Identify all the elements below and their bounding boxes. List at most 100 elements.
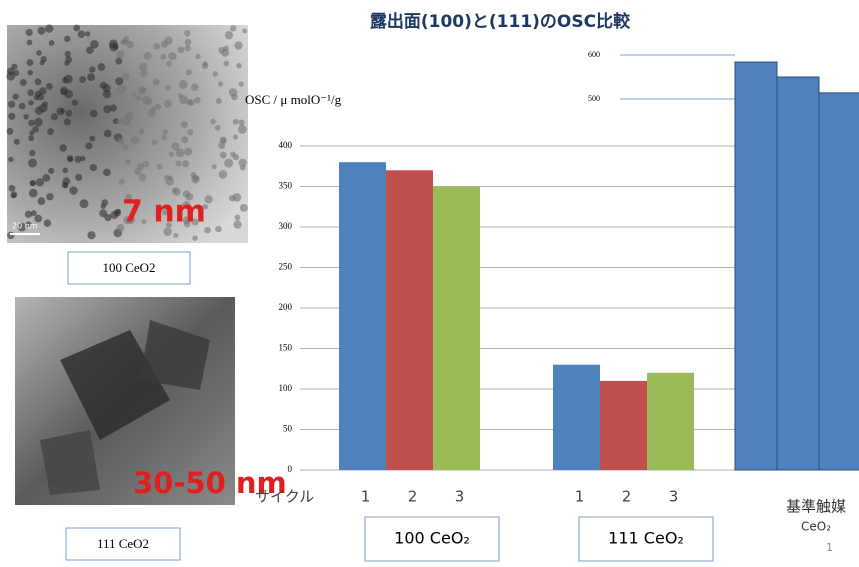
particle	[50, 113, 59, 121]
category-label: 111 CeO₂	[608, 529, 684, 548]
bar	[600, 380, 647, 470]
x-tick-label: 2	[408, 488, 418, 506]
particle	[234, 214, 241, 221]
particle	[8, 112, 16, 120]
particle	[116, 50, 125, 59]
particle	[41, 101, 48, 108]
particle	[18, 102, 26, 110]
particle	[85, 31, 91, 37]
particle	[37, 26, 46, 35]
particle	[162, 129, 169, 135]
particle	[173, 233, 179, 239]
particle	[233, 220, 242, 229]
particle	[230, 151, 236, 158]
particle	[239, 164, 246, 171]
particle	[115, 57, 123, 65]
particle	[194, 97, 201, 104]
particle	[121, 72, 130, 81]
particle	[29, 149, 36, 157]
tem-image	[6, 24, 248, 243]
particle	[178, 80, 188, 89]
particle	[48, 40, 55, 46]
particle	[30, 210, 37, 217]
particle	[19, 78, 27, 86]
particle	[218, 81, 224, 87]
particle	[237, 124, 247, 134]
y-tick-label: 50	[283, 424, 293, 434]
particle	[221, 48, 230, 57]
category-box	[578, 516, 714, 562]
particle	[172, 187, 181, 196]
particle	[34, 78, 42, 86]
particle	[48, 167, 55, 174]
x-tick-label: 1	[361, 488, 371, 506]
particle	[17, 222, 27, 232]
y-axis-label: OSC / μ molO⁻¹/g	[245, 92, 342, 107]
particle	[163, 99, 172, 108]
particle	[131, 92, 137, 98]
particle	[65, 56, 73, 64]
particle	[138, 173, 147, 182]
y-tick-label: 150	[279, 343, 293, 353]
x-tick-label: 3	[455, 488, 465, 506]
particle	[99, 209, 108, 218]
particle	[117, 118, 124, 125]
particle	[45, 82, 53, 90]
particle	[46, 193, 54, 201]
particle	[23, 114, 29, 120]
slide-title: 露出面(100)と(111)のOSC比較	[370, 11, 631, 32]
particle	[25, 28, 33, 37]
particle	[103, 168, 111, 177]
particle	[137, 163, 144, 170]
particle	[232, 192, 242, 202]
particle	[185, 192, 194, 201]
particle	[211, 164, 217, 170]
particle	[180, 121, 188, 129]
crystal	[140, 320, 210, 390]
category-label: CeO₂	[801, 520, 831, 534]
particle	[37, 197, 46, 205]
particle	[115, 208, 121, 215]
particle	[36, 50, 42, 56]
particle	[67, 156, 74, 163]
particle	[29, 180, 37, 187]
caption: 100 CeO2	[102, 260, 155, 275]
particle	[73, 24, 81, 32]
particle	[35, 178, 45, 187]
particle	[43, 219, 52, 227]
particle	[126, 40, 134, 49]
particle	[168, 52, 177, 61]
bar	[339, 162, 386, 470]
particle	[138, 128, 145, 135]
particle	[184, 38, 192, 46]
particle	[89, 66, 96, 73]
particle	[25, 221, 32, 228]
particle	[164, 36, 173, 45]
particle	[27, 89, 35, 97]
bar	[647, 372, 694, 470]
particle	[212, 71, 219, 77]
particle	[155, 103, 162, 110]
particle	[166, 60, 172, 67]
particle	[220, 151, 227, 159]
y-tick-label: 250	[279, 262, 293, 272]
page-number: 1	[826, 541, 833, 554]
crystal	[60, 330, 170, 440]
x-tick-label: 2	[622, 488, 632, 506]
particle	[11, 193, 17, 199]
particle	[28, 119, 35, 127]
bar	[734, 61, 778, 471]
particle	[42, 174, 51, 182]
particle	[239, 203, 248, 212]
particle	[153, 43, 160, 50]
particle	[85, 142, 93, 150]
particle	[182, 201, 191, 210]
particle	[109, 39, 118, 49]
category-label: 100 CeO₂	[394, 529, 470, 548]
particle	[186, 99, 193, 106]
particle	[187, 129, 194, 136]
size-label: 7 nm	[122, 195, 206, 230]
particle	[61, 76, 69, 84]
particle	[89, 135, 96, 142]
